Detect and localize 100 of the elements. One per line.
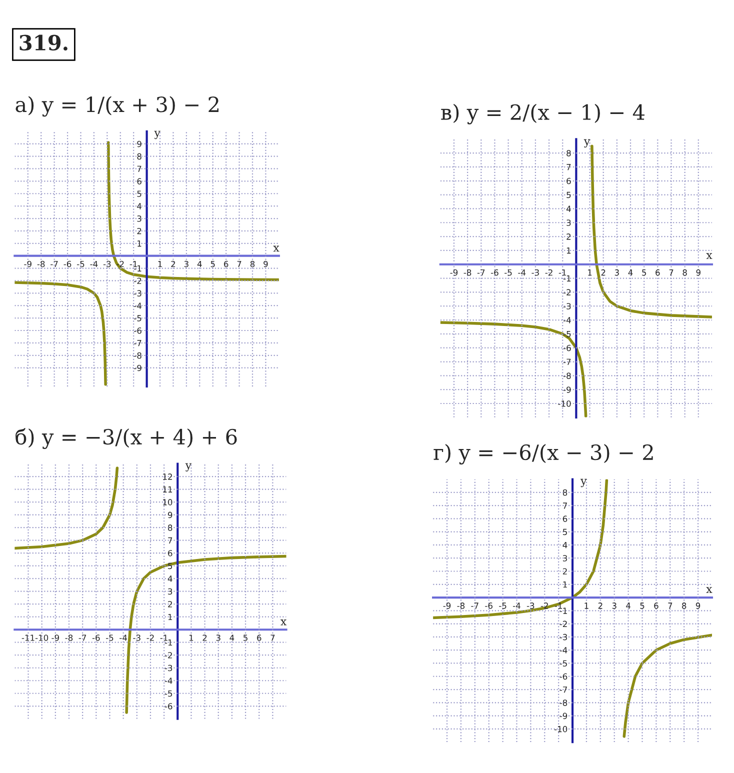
x-tick-label: -4 bbox=[518, 269, 526, 276]
x-tick-label: -7 bbox=[78, 634, 86, 641]
y-tick-label: 2 bbox=[137, 228, 142, 234]
y-tick-label: 12 bbox=[163, 474, 172, 480]
x-tick-label: -9 bbox=[450, 269, 458, 276]
y-tick-label: -1 bbox=[560, 608, 567, 614]
x-tick-label: -6 bbox=[490, 269, 498, 276]
line-series bbox=[14, 281, 107, 386]
x-tick-label: -5 bbox=[76, 260, 84, 268]
y-tick-label: 2 bbox=[562, 568, 567, 574]
y-tick-label: -3 bbox=[563, 303, 571, 310]
y-tick-label: 11 bbox=[163, 486, 172, 492]
x-tick-label: 2 bbox=[202, 634, 207, 641]
y-tick-label: -1 bbox=[164, 639, 172, 646]
x-tick-label: 9 bbox=[696, 602, 700, 609]
y-axis-title: y bbox=[580, 478, 587, 488]
x-axis-title: x bbox=[706, 587, 712, 593]
line-series bbox=[590, 144, 712, 318]
y-tick-label: 5 bbox=[566, 192, 571, 198]
chart-title: б) y = −3/(x + 4) + 6 bbox=[16, 428, 237, 449]
x-tick-label: 5 bbox=[244, 634, 248, 641]
x-tick-label: -3 bbox=[526, 602, 534, 609]
x-tick-label: -5 bbox=[504, 269, 512, 276]
x-tick-label: -9 bbox=[52, 634, 59, 641]
y-tick-label: -3 bbox=[164, 664, 172, 672]
y-tick-label: 8 bbox=[566, 150, 571, 156]
y-tick-label: 3 bbox=[168, 588, 172, 595]
y-tick-label: -6 bbox=[560, 673, 568, 680]
y-tick-label: 4 bbox=[137, 203, 142, 210]
y-tick-label: -9 bbox=[134, 364, 142, 372]
y-tick-label: -4 bbox=[563, 317, 571, 324]
line-series bbox=[622, 634, 712, 738]
x-tick-label: -4 bbox=[512, 602, 520, 609]
y-tick-label: 1 bbox=[563, 581, 567, 588]
x-tick-label: 5 bbox=[642, 269, 646, 276]
x-tick-label: -7 bbox=[50, 260, 58, 268]
x-tick-label: -6 bbox=[485, 602, 492, 609]
x-tick-label: 5 bbox=[640, 602, 644, 609]
y-tick-label: 1 bbox=[566, 248, 571, 254]
y-tick-label: -2 bbox=[563, 289, 570, 296]
y-tick-label: -8 bbox=[560, 700, 568, 706]
y-tick-label: 6 bbox=[137, 178, 142, 184]
y-tick-label: -5 bbox=[560, 660, 567, 667]
y-tick-label: -7 bbox=[563, 358, 571, 365]
x-tick-label: 1 bbox=[584, 602, 588, 609]
y-tick-label: 10 bbox=[163, 499, 172, 506]
x-tick-label: -7 bbox=[471, 602, 478, 609]
x-tick-label: -7 bbox=[477, 269, 485, 276]
x-tick-label: 6 bbox=[257, 634, 262, 641]
y-tick-label: -4 bbox=[560, 647, 568, 654]
y-tick-label: 3 bbox=[566, 220, 571, 226]
x-tick-label: -3 bbox=[103, 260, 111, 268]
y-tick-label: 3 bbox=[137, 215, 142, 222]
x-tick-label: 6 bbox=[224, 260, 228, 268]
y-tick-label: -1 bbox=[134, 265, 142, 272]
y-tick-label: -4 bbox=[164, 678, 172, 684]
y-tick-label: -9 bbox=[563, 386, 571, 393]
x-tick-label: 3 bbox=[614, 269, 619, 276]
y-tick-label: -5 bbox=[134, 315, 142, 322]
x-tick-label: 7 bbox=[669, 269, 674, 276]
x-tick-label: 1 bbox=[588, 269, 592, 276]
chart-title: а) y = 1/(x + 3) − 2 bbox=[16, 96, 218, 117]
x-tick-label: 9 bbox=[264, 260, 268, 268]
y-tick-label: 4 bbox=[566, 206, 571, 212]
x-tick-label: -5 bbox=[106, 634, 114, 641]
y-tick-label: -8 bbox=[563, 372, 571, 379]
y-tick-label: -6 bbox=[563, 344, 571, 352]
x-axis-title: x bbox=[706, 253, 712, 259]
x-tick-label: 6 bbox=[654, 602, 658, 609]
x-tick-label: 3 bbox=[216, 634, 220, 641]
y-tick-label: 7 bbox=[563, 502, 567, 509]
x-tick-label: 4 bbox=[626, 602, 630, 609]
x-tick-label: 2 bbox=[598, 602, 602, 609]
x-tick-label: 1 bbox=[158, 260, 162, 268]
y-tick-label: 7 bbox=[566, 164, 571, 170]
y-tick-label: 6 bbox=[168, 550, 172, 556]
x-tick-label: 4 bbox=[197, 260, 202, 268]
x-tick-label: -5 bbox=[499, 602, 506, 609]
y-tick-label: -7 bbox=[560, 686, 567, 693]
y-tick-label: -5 bbox=[164, 690, 172, 697]
y-axis-title: y bbox=[185, 463, 192, 472]
y-tick-label: 6 bbox=[566, 178, 571, 184]
y-tick-label: -8 bbox=[134, 352, 142, 359]
x-tick-label: 7 bbox=[668, 602, 672, 609]
y-tick-label: -2 bbox=[134, 278, 142, 284]
y-tick-label: -7 bbox=[134, 340, 142, 346]
y-tick-label: -9 bbox=[560, 712, 568, 720]
x-tick-label: -8 bbox=[457, 602, 465, 609]
y-tick-label: 7 bbox=[137, 166, 142, 172]
x-tick-label: -1 bbox=[130, 260, 137, 268]
x-tick-label: -2 bbox=[146, 634, 154, 641]
x-axis-title: x bbox=[273, 246, 280, 252]
y-axis-title: y bbox=[584, 139, 590, 148]
x-tick-label: -2 bbox=[545, 269, 552, 276]
y-tick-label: 4 bbox=[562, 542, 568, 548]
y-tick-label: 1 bbox=[168, 614, 172, 620]
y-tick-label: 5 bbox=[563, 528, 567, 536]
y-tick-label: 8 bbox=[137, 153, 142, 160]
x-tick-label: -8 bbox=[464, 269, 472, 276]
x-tick-label: -6 bbox=[64, 260, 72, 268]
